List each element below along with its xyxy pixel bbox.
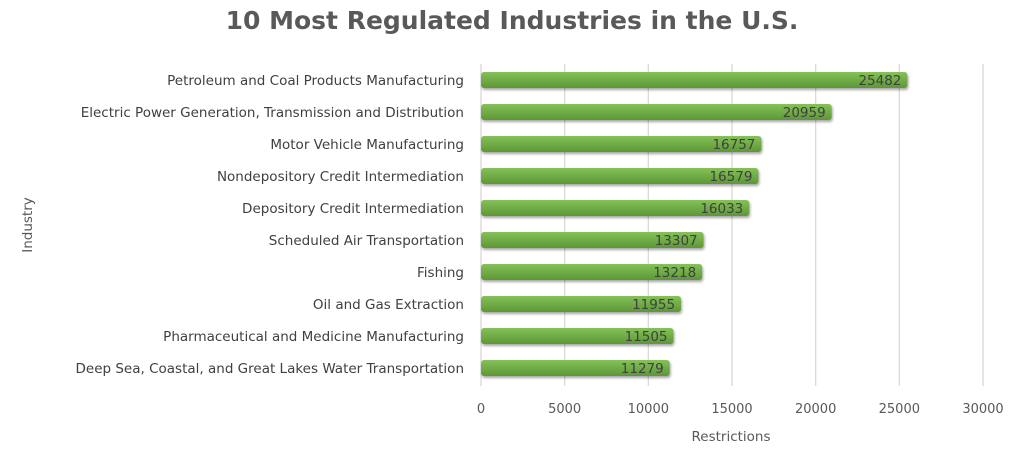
category-label: Motor Vehicle Manufacturing	[270, 137, 464, 153]
data-label: 16033	[700, 201, 743, 217]
bar	[481, 200, 750, 216]
bar	[481, 296, 682, 312]
category-label: Pharmaceutical and Medicine Manufacturin…	[163, 329, 464, 345]
x-tick-label: 25000	[879, 402, 920, 417]
category-label: Petroleum and Coal Products Manufacturin…	[167, 73, 464, 89]
data-label: 20959	[783, 105, 826, 121]
category-label: Scheduled Air Transportation	[269, 233, 464, 249]
bar	[481, 232, 704, 248]
x-tick-label: 0	[477, 402, 485, 417]
category-label: Oil and Gas Extraction	[313, 297, 464, 313]
bar	[481, 136, 762, 152]
bar	[481, 360, 670, 376]
bar	[481, 328, 674, 344]
data-label: 13307	[655, 233, 698, 249]
category-label: Deep Sea, Coastal, and Great Lakes Water…	[76, 361, 465, 377]
data-label: 16579	[709, 169, 752, 185]
x-tick-label: 20000	[795, 402, 836, 417]
x-axis-title: Restrictions	[691, 429, 770, 445]
x-tick-label: 30000	[962, 402, 1003, 417]
bar	[481, 168, 759, 184]
chart-title: 10 Most Regulated Industries in the U.S.	[226, 6, 799, 35]
category-label: Fishing	[417, 265, 464, 281]
y-axis-title: Industry	[20, 197, 36, 253]
data-label: 13218	[653, 265, 696, 281]
data-label: 16757	[712, 137, 755, 153]
data-label: 11505	[625, 329, 668, 345]
bar	[481, 104, 832, 120]
bar	[481, 72, 908, 88]
data-label: 11279	[621, 361, 664, 377]
data-label: 11955	[632, 297, 675, 313]
x-tick-label: 10000	[628, 402, 669, 417]
data-label: 25482	[858, 73, 901, 89]
category-label: Electric Power Generation, Transmission …	[81, 105, 464, 121]
x-tick-label: 5000	[548, 402, 581, 417]
category-label: Nondepository Credit Intermediation	[217, 169, 464, 185]
x-tick-label: 15000	[711, 402, 752, 417]
category-label: Depository Credit Intermediation	[242, 201, 464, 217]
bar	[481, 264, 703, 280]
